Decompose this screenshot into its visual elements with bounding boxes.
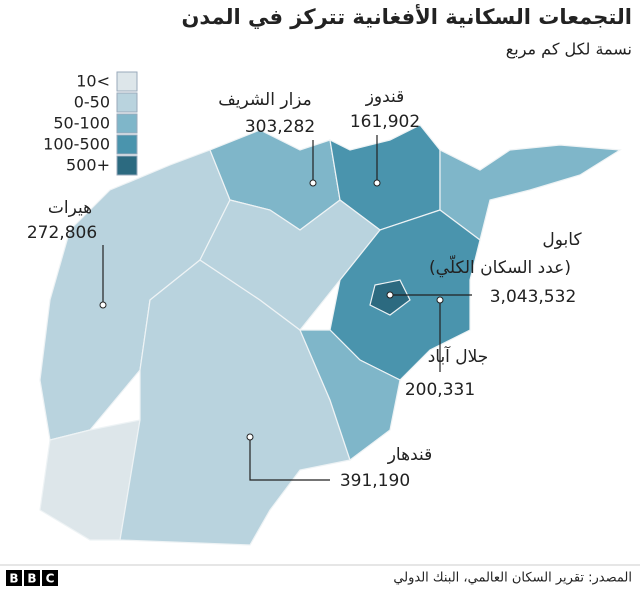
source: المصدر: تقرير السكان العالمي، البنك الدو… [393,571,632,586]
logo-box [24,570,40,586]
city-dot [436,296,444,304]
map [39,124,622,546]
province [439,144,622,242]
city-dot [309,179,317,187]
city-population: 272,806 [27,223,97,243]
city-population: 303,282 [245,117,315,137]
city-name: مزار الشريف [218,90,312,110]
city-population: 391,190 [340,471,410,491]
legend-label: 100-500 [43,135,110,154]
city-dot [386,291,394,299]
city-name: كابول [542,230,582,250]
province [299,329,401,461]
city-name: جلال آباد [428,345,489,367]
legend-swatch [116,71,138,92]
city-dot [246,433,254,441]
city-dot [99,301,107,309]
legend-label: 50-100 [53,114,110,133]
logo-box [6,570,22,586]
city-name: هيرات [48,198,92,218]
title: التجمعات السكانية الأفغانية تتركز في الم… [181,3,632,29]
subtitle: نسمة لكل كم مربع [506,40,632,60]
logo-letter: C [46,572,55,586]
city-dot [373,179,381,187]
logo-letter: B [27,572,36,586]
logo-letter: B [9,572,18,586]
leader-line [249,437,330,481]
city-name: قندوز [365,87,405,107]
city-population: 200,331 [405,380,475,400]
legend-swatch [116,134,138,155]
legend-swatch [116,92,138,113]
leaders [99,135,472,481]
legend-swatch [116,155,138,176]
legend-label: 0-50 [74,93,110,112]
city-population: 3,043,532 [490,287,577,307]
legend-label: 10< [76,72,110,91]
logo-box [42,570,58,586]
legend-swatch [116,113,138,134]
legend-label: 500+ [66,156,110,175]
city-note: (عدد السكان الكلّي) [429,254,571,278]
city-name: قندهار [387,445,433,465]
city-population: 161,902 [350,112,420,132]
